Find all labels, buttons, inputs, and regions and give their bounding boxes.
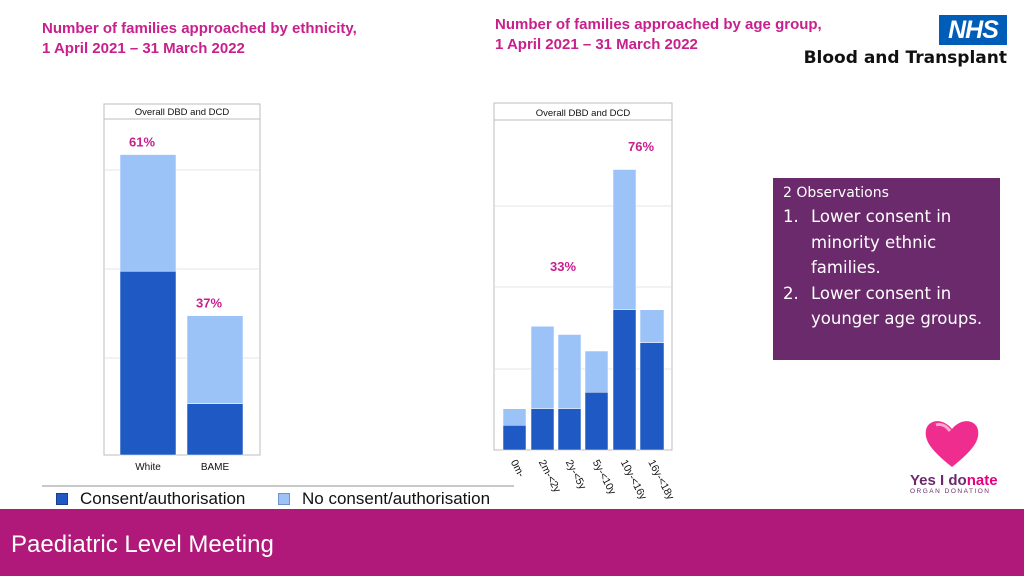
ethnicity-tick-label: White [135, 462, 161, 473]
age-tick-label: 5y-<10y [590, 458, 619, 498]
ethnicity-bar-consent [119, 270, 177, 456]
nhs-logo: NHS [939, 15, 1007, 45]
legend-label-no-consent: No consent/authorisation [302, 489, 491, 508]
age-tick-label: 2y-<5y [563, 458, 589, 492]
observation-item: 2. Lower consent in younger age groups. [783, 281, 990, 332]
nhs-org-name: Blood and Transplant [803, 48, 1007, 68]
ethnicity-panel-title: Overall DBD and DCD [135, 107, 230, 118]
ethnicity-pct-label: 61% [129, 135, 155, 150]
footer-title: Paediatric Level Meeting [11, 531, 274, 558]
age-bar-no-consent [502, 408, 527, 426]
heart-icon [925, 421, 979, 467]
footer-bar: Paediatric Level Meeting [0, 509, 1024, 576]
age-bar-no-consent [584, 350, 609, 393]
age-bar-no-consent [530, 326, 555, 409]
organ-donation-text: ORGAN DONATION [910, 488, 991, 495]
observations-heading: 2 Observations [783, 185, 889, 201]
left-chart-title: Number of families approached by ethnici… [42, 19, 357, 59]
observations-list: 1. Lower consent in minority ethnic fami… [783, 204, 990, 332]
age-tick-label: 0m- [508, 458, 527, 480]
right-chart-title: Number of families approached by age gro… [495, 15, 822, 55]
left-chart-title-line1: Number of families approached by ethnici… [42, 20, 357, 37]
age-tick-label: 2m-<2y [536, 458, 564, 495]
yes-i-donate-logo: Yes I donate [910, 472, 998, 489]
left-chart-title-line2: 1 April 2021 – 31 March 2022 [42, 40, 245, 57]
observation-text: Lower consent in minority ethnic familie… [811, 207, 952, 277]
age-bar-no-consent [557, 334, 582, 409]
right-chart-title-line1: Number of families approached by age gro… [495, 16, 822, 33]
yes-i-do-text: Yes I do [910, 472, 967, 489]
age-bar-consent [502, 425, 527, 451]
age-bar-consent [639, 342, 665, 451]
age-bar-no-consent [612, 169, 637, 310]
age-bar-consent [530, 408, 555, 451]
age-bar-consent [584, 392, 609, 451]
observation-number: 2. [783, 283, 799, 303]
ethnicity-bar-no-consent [119, 154, 177, 272]
age-tick-label: 10y-<16y [618, 458, 649, 503]
age-bar-consent [557, 408, 582, 451]
right-chart-title-line2: 1 April 2021 – 31 March 2022 [495, 36, 698, 53]
ethnicity-pct-label: 37% [196, 296, 222, 311]
ethnicity-tick-label: BAME [201, 462, 230, 473]
ethnicity-bar-no-consent [186, 315, 244, 404]
age-pct-label: 33% [550, 259, 576, 274]
observation-text: Lower consent in younger age groups. [811, 283, 983, 329]
age-bar-consent [612, 309, 637, 451]
observation-item: 1. Lower consent in minority ethnic fami… [783, 204, 990, 281]
observation-number: 1. [783, 207, 799, 226]
age-panel-title: Overall DBD and DCD [536, 108, 631, 119]
observations-box: 2 Observations 1. Lower consent in minor… [773, 178, 1000, 360]
legend-swatch-no-consent [278, 493, 290, 505]
legend-swatch-consent [56, 493, 68, 505]
ethnicity-bar-consent [186, 403, 244, 456]
age-pct-label: 76% [628, 139, 654, 154]
chart-legend: Consent/authorisation No consent/authori… [42, 485, 514, 512]
nate-text: nate [966, 472, 998, 489]
legend-label-consent: Consent/authorisation [80, 489, 246, 508]
age-tick-label: 16y-<18y [645, 458, 676, 503]
age-bar-no-consent [639, 309, 665, 343]
